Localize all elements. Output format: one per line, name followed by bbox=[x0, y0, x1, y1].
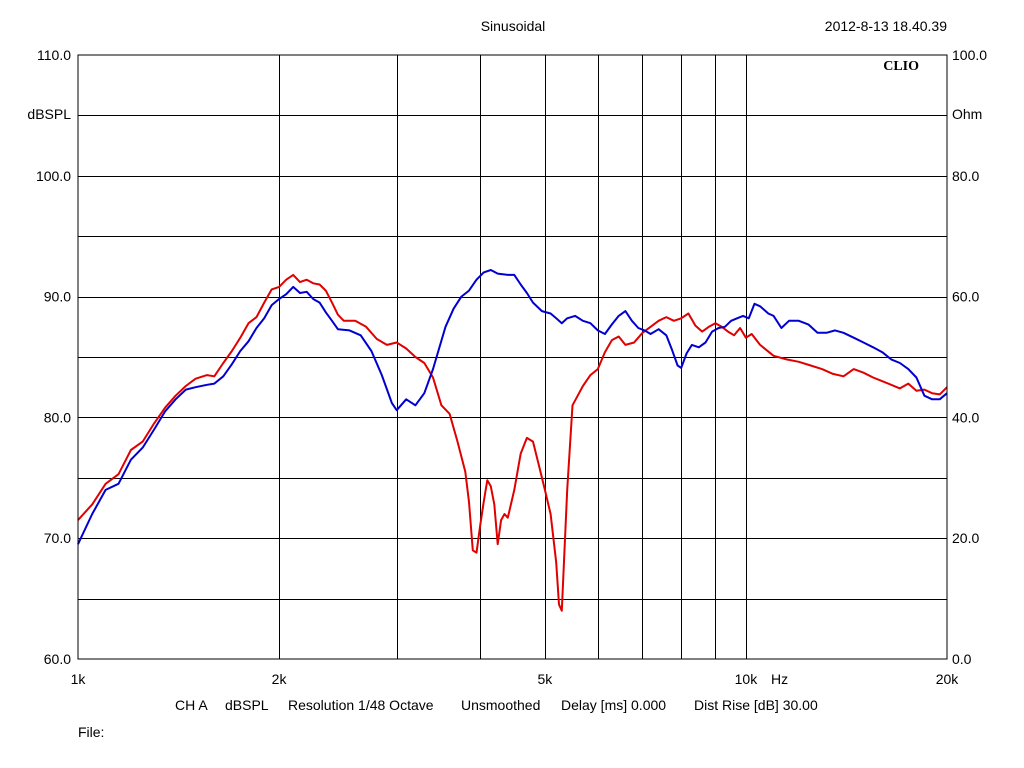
y2-tick-label: 20.0 bbox=[952, 530, 979, 546]
footer-resolution: Resolution 1/48 Octave bbox=[288, 697, 434, 713]
x-axis-unit: Hz bbox=[771, 671, 788, 687]
header-timestamp: 2012-8-13 18.40.39 bbox=[825, 18, 947, 34]
y-tick-label: 90.0 bbox=[44, 289, 71, 305]
y-tick-label: 110.0 bbox=[37, 47, 71, 63]
footer-delay: Delay [ms] 0.000 bbox=[561, 697, 666, 713]
header-mode: Sinusoidal bbox=[481, 18, 546, 34]
footer-unit: dBSPL bbox=[225, 697, 269, 713]
footer-channel: CH A bbox=[175, 697, 208, 713]
series-layer bbox=[77, 269, 948, 612]
label-layer: Sinusoidal 2012-8-13 18.40.39 CLIO dBSPL… bbox=[27, 18, 987, 740]
x-tick-label: 5k bbox=[537, 671, 553, 687]
y2-tick-label: 40.0 bbox=[952, 409, 979, 425]
y2-tick-label: 100.0 bbox=[952, 47, 987, 63]
plot-frame bbox=[77, 54, 948, 660]
series-line-2 bbox=[77, 269, 948, 545]
y2-tick-label: 0.0 bbox=[952, 651, 972, 667]
y2-axis-label: Ohm bbox=[952, 106, 982, 122]
y-axis-label: dBSPL bbox=[27, 106, 71, 122]
y-tick-label: 100.0 bbox=[36, 168, 71, 184]
y-tick-label: 60.0 bbox=[44, 651, 71, 667]
y-tick-label: 80.0 bbox=[44, 409, 71, 425]
y2-tick-label: 80.0 bbox=[952, 168, 979, 184]
footer-file-label: File: bbox=[78, 724, 104, 740]
x-tick-label: 10k bbox=[735, 671, 759, 687]
footer-smoothing: Unsmoothed bbox=[461, 697, 540, 713]
y2-tick-label: 60.0 bbox=[952, 289, 979, 305]
footer-dist-rise: Dist Rise [dB] 30.00 bbox=[694, 697, 818, 713]
x-tick-label: 2k bbox=[272, 671, 288, 687]
y-tick-label: 70.0 bbox=[44, 530, 71, 546]
series-line-1 bbox=[77, 273, 948, 612]
x-tick-label: 1k bbox=[71, 671, 87, 687]
grid bbox=[78, 55, 947, 659]
x-tick-label: 20k bbox=[936, 671, 960, 687]
brand-logo: CLIO bbox=[883, 59, 919, 74]
